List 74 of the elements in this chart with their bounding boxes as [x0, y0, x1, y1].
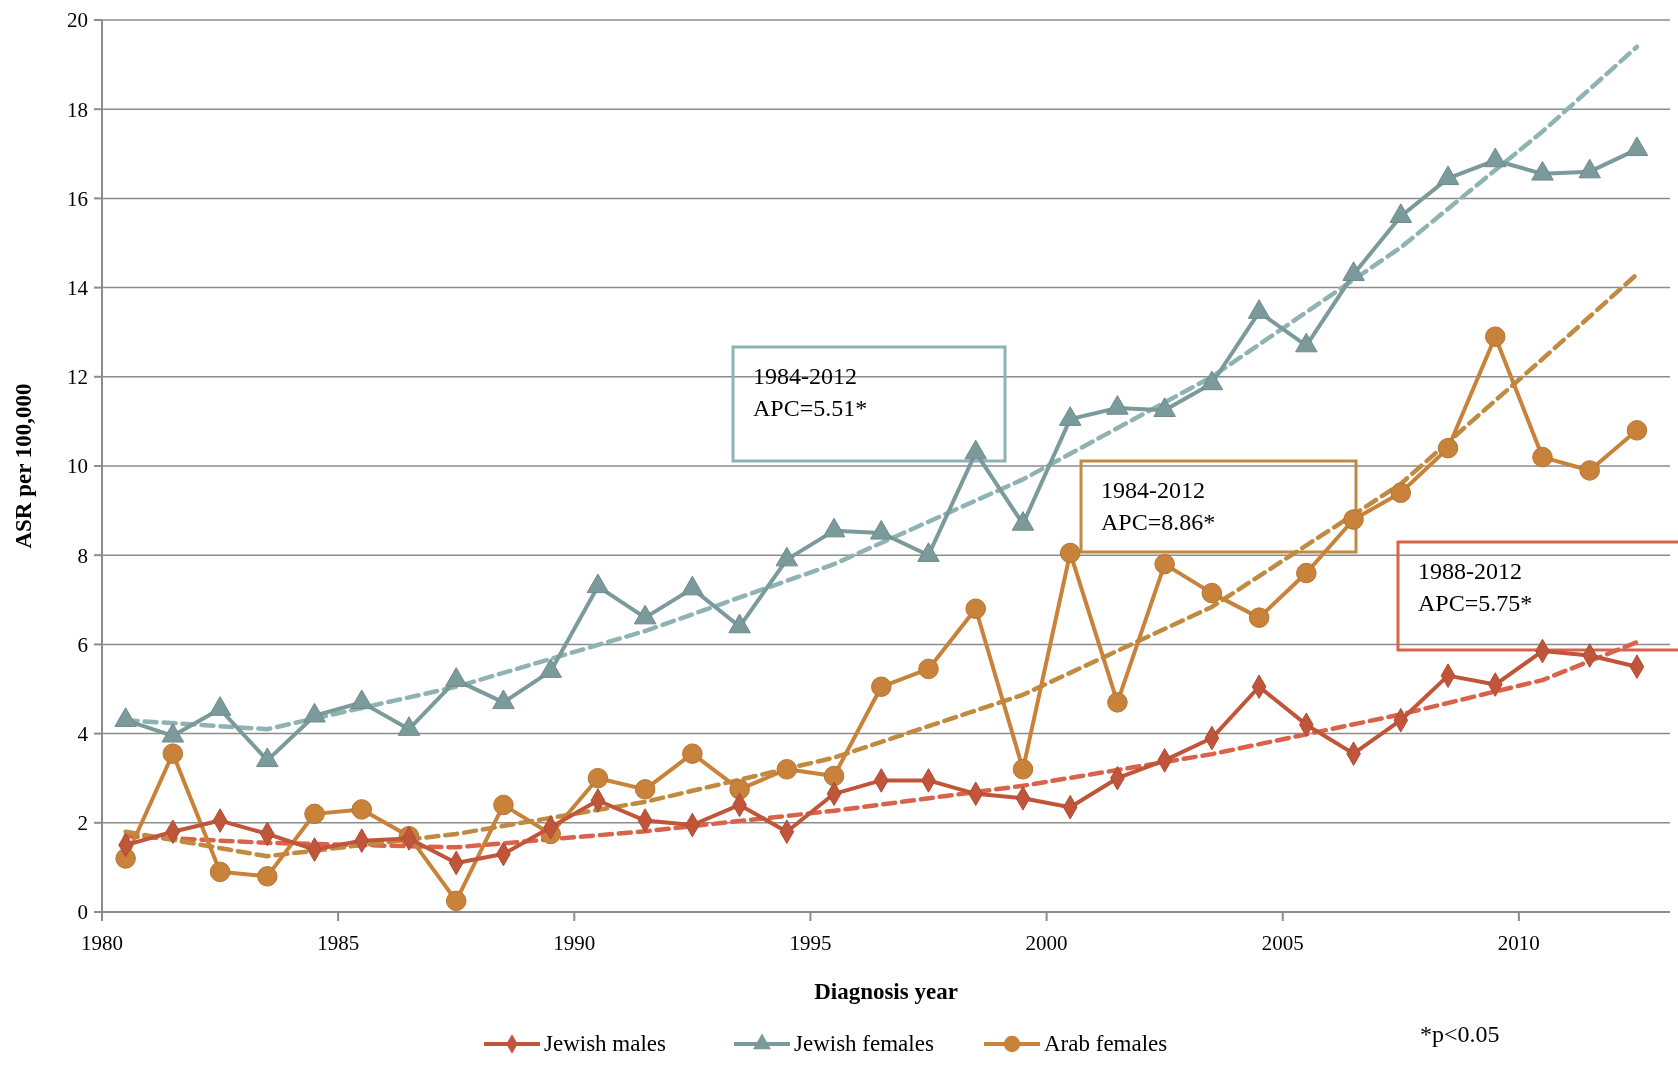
point [823, 765, 845, 787]
point [1012, 759, 1034, 780]
y-tick-label: 0 [77, 900, 88, 925]
legend-label: Arab females [1044, 1031, 1168, 1056]
point [493, 794, 514, 816]
point [587, 767, 609, 789]
x-tick-label: 2005 [1261, 931, 1304, 955]
point [351, 799, 373, 820]
legend-label: Jewish females [794, 1031, 934, 1056]
point [1437, 437, 1459, 459]
y-tick-label: 2 [77, 811, 88, 836]
point [682, 743, 703, 764]
x-tick-label: 2010 [1497, 931, 1540, 955]
point [1200, 370, 1224, 391]
y-tick-label: 16 [67, 186, 88, 211]
point [1625, 136, 1649, 157]
point [1578, 158, 1601, 179]
point [257, 866, 278, 887]
y-tick-label: 4 [77, 721, 89, 746]
y-tick-label: 18 [67, 97, 88, 122]
point [1390, 482, 1412, 504]
point [1153, 397, 1176, 417]
x-tick-label: 1980 [81, 931, 123, 955]
point [965, 598, 987, 619]
annotation: 1988-2012 APC=5.75* [1418, 558, 1533, 616]
point [822, 517, 846, 538]
legend-label: Jewish males [544, 1031, 667, 1056]
point [918, 658, 939, 680]
point [917, 542, 940, 562]
y-tick-label: 10 [67, 454, 88, 479]
y-tick-label: 20 [67, 8, 88, 33]
x-tick-label: 1990 [553, 931, 596, 955]
text: *p<0.05 [1420, 1021, 1500, 1047]
point [1389, 203, 1413, 223]
y-tick-label: 12 [67, 365, 88, 390]
point [1248, 607, 1270, 628]
point [586, 573, 610, 594]
point [1484, 147, 1507, 168]
x-tick-label: 1985 [317, 931, 360, 955]
point [1296, 562, 1317, 584]
point [729, 779, 750, 800]
y-tick-label: 8 [77, 543, 88, 568]
point [445, 890, 467, 912]
point [871, 676, 892, 698]
annotation: 1984-2012 APC=8.86* [1101, 477, 1216, 535]
point [1579, 460, 1600, 481]
point [1532, 446, 1553, 468]
point [634, 779, 656, 800]
point [1201, 582, 1223, 604]
x-axis-title: Diagnosis year [814, 979, 958, 1004]
y-tick-label: 6 [77, 632, 88, 657]
point [209, 861, 231, 883]
point [1531, 160, 1554, 181]
point [162, 743, 184, 764]
point [1343, 509, 1364, 530]
point [1154, 553, 1175, 575]
point [304, 803, 325, 825]
x-tick-label: 2000 [1025, 931, 1068, 955]
point [1247, 299, 1271, 319]
y-axis-title: ASR per 100,000 [11, 383, 36, 549]
point [1342, 261, 1365, 281]
point [1059, 542, 1081, 564]
point [1058, 406, 1082, 426]
point [1295, 332, 1318, 353]
point [1011, 511, 1035, 531]
point [1436, 165, 1460, 186]
point [775, 546, 799, 567]
x-tick-label: 1995 [789, 931, 832, 955]
annotation: 1984-2012 APC=5.51* [753, 363, 868, 421]
point [964, 439, 987, 460]
y-tick-label: 14 [67, 275, 89, 300]
point [776, 759, 798, 780]
point [1107, 692, 1128, 713]
point [1106, 395, 1129, 415]
